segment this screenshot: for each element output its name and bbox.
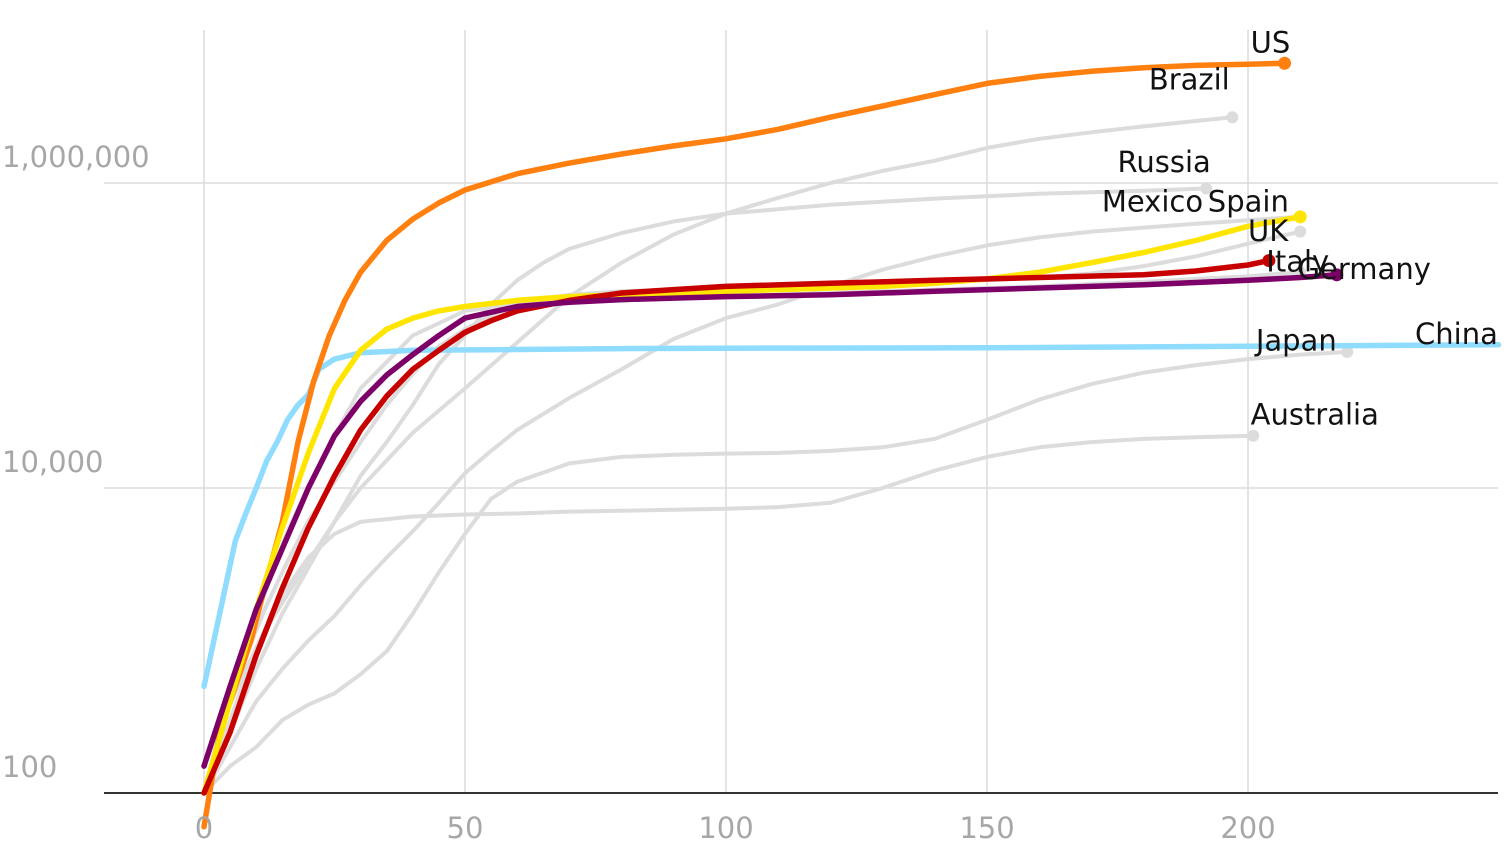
series-label-mexico: Mexico [1102, 185, 1203, 219]
series-label-russia: Russia [1118, 145, 1211, 179]
x-tick-label-200: 200 [1220, 811, 1275, 845]
series-end-point-spain [1293, 210, 1307, 224]
series-end-point-japan [1341, 345, 1354, 358]
series-end-point-germany [1330, 268, 1344, 282]
series-end-point-italy [1262, 254, 1276, 268]
series-label-japan: Japan [1254, 323, 1337, 357]
y-tick-label-1-000-000: 1,000,000 [2, 140, 150, 174]
series-line-spain [201, 214, 1303, 796]
tick-labels: 0 50 100 150 200 100 10,000 1,000,000 [2, 140, 1276, 845]
series-label-australia: Australia [1251, 398, 1379, 432]
y-tick-label-10-000: 10,000 [2, 445, 103, 479]
series-label-italy: Italy [1266, 245, 1329, 279]
series-label-germany: Germany [1298, 252, 1431, 286]
series-line-germany [201, 272, 1340, 769]
x-tick-label-100: 100 [698, 811, 753, 845]
x-gridlines [203, 30, 1249, 793]
series-label-china: China [1415, 317, 1498, 351]
series-line-japan-grey [202, 350, 1350, 795]
series-line-brazil-grey [202, 115, 1235, 795]
series-label-brazil: Brazil [1149, 63, 1230, 97]
series-line-australia-grey [202, 433, 1256, 795]
series-label-uk: UK [1248, 214, 1289, 248]
series-line-italy [201, 257, 1272, 796]
series-label-spain: Spain [1208, 185, 1289, 219]
series-end-point-us [1278, 56, 1292, 70]
x-tick-label-50: 50 [447, 811, 484, 845]
x-tick-label-150: 150 [959, 811, 1014, 845]
series-end-point-australia [1247, 429, 1260, 442]
series-label-us: US [1251, 25, 1291, 59]
series-end-point-russia [1200, 182, 1213, 195]
series-end-point-brazil [1226, 111, 1239, 124]
x-tick-label-0: 0 [195, 811, 213, 845]
series-lines [201, 56, 1502, 830]
y-gridlines [104, 182, 1498, 489]
series-line-mexico-grey [202, 214, 1303, 795]
series-line-uk-grey [202, 229, 1303, 795]
y-tick-label-100: 100 [2, 750, 57, 784]
series-end-point-uk [1294, 225, 1307, 238]
